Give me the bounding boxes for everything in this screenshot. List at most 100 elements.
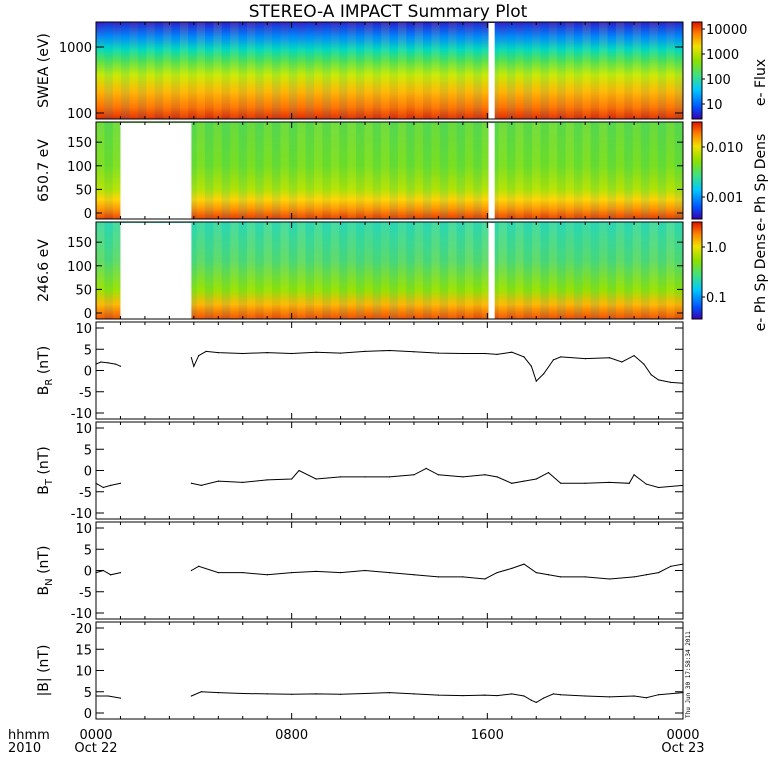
spectrogram-texture <box>649 22 658 119</box>
field-data-point <box>437 474 440 476</box>
line-ytick-label: 20 <box>75 622 92 637</box>
spectrogram-texture <box>657 122 667 219</box>
field-data-point <box>496 572 498 574</box>
spectrogram-texture <box>179 22 189 119</box>
field-data-point <box>198 355 200 357</box>
line-ytick-label: 0 <box>84 707 92 722</box>
spectrogram-texture <box>565 22 574 119</box>
spectrogram-texture <box>104 122 113 219</box>
data-gap <box>488 123 495 219</box>
spectrogram-texture <box>372 222 382 319</box>
field-data-point <box>682 382 684 384</box>
field-data-point <box>437 694 440 696</box>
spectrogram-texture <box>565 122 574 219</box>
field-data-point <box>621 361 623 363</box>
spectrogram-texture <box>506 22 516 119</box>
field-data-point <box>609 578 611 580</box>
x-tick-label: 0000 <box>79 728 112 743</box>
field-data-point <box>462 476 464 478</box>
spectrogram-texture <box>364 122 373 219</box>
spectrogram-texture <box>674 222 683 319</box>
spectrogram-texture <box>515 122 524 219</box>
field-data-point <box>102 486 104 489</box>
spectrogram-texture <box>381 222 390 319</box>
spectrogram-texture <box>599 122 608 219</box>
field-data-point <box>217 352 219 354</box>
spectrogram-ytick-label: 50 <box>75 283 92 298</box>
spectrogram-texture <box>96 222 105 319</box>
spectrogram-texture <box>263 122 273 219</box>
field-data-point <box>609 481 611 483</box>
line-ytick-label: 0 <box>84 565 92 580</box>
colorbar-tick-label: 0.010 <box>706 141 743 156</box>
spectrogram-texture <box>280 222 289 319</box>
spectrogram-texture <box>431 22 440 119</box>
field-data-point <box>584 695 586 697</box>
spectrogram-swea-ylabel: SWEA (eV) <box>36 33 52 108</box>
field-data-point <box>364 692 366 695</box>
spectrogram-texture <box>297 222 306 319</box>
ylabel-unit: (nT) <box>36 546 52 579</box>
field-data-point <box>511 482 513 484</box>
line-panel-2: 10 5 0 -5 -10 BN (nT) <box>36 521 684 622</box>
line-ytick-label: 10 <box>75 665 92 680</box>
spectrogram-texture <box>649 222 658 319</box>
field-data-point <box>547 574 550 576</box>
colorbar-tick-label: 0.001 <box>706 191 743 206</box>
spectrogram-texture <box>381 122 390 219</box>
field-data-point <box>413 474 415 476</box>
spectrogram-pad-650-ylabel: 650.7 eV <box>36 139 52 202</box>
spectrogram-texture <box>330 22 340 119</box>
field-data-point <box>388 572 391 574</box>
spectrogram-texture <box>607 122 616 219</box>
spectrogram-texture <box>196 222 206 319</box>
spectrogram-texture <box>213 222 222 319</box>
field-data-point <box>670 565 672 567</box>
spectrogram-texture <box>641 22 650 119</box>
x-tick-date-label: Oct 22 <box>74 741 117 756</box>
line-ytick-label: -5 <box>79 486 92 501</box>
spectrogram-texture <box>590 22 600 119</box>
spectrogram-texture <box>288 222 298 319</box>
field-data-point <box>425 467 427 469</box>
field-data-point <box>266 479 268 481</box>
spectrogram-texture <box>121 22 130 119</box>
spectrogram-ytick-label: 50 <box>75 183 92 198</box>
spectrogram-texture <box>498 122 507 219</box>
spectrogram-texture <box>557 122 566 219</box>
spectrogram-pad-246: 246.6 eV 0 50 100 150 1.0 0.1 e- Ph Sp Dens <box>36 221 769 331</box>
spectrogram-texture <box>246 22 256 119</box>
field-data-point <box>633 695 635 697</box>
line-ytick-label: 5 <box>84 686 92 701</box>
field-data-point <box>339 572 342 574</box>
field-data-point <box>496 476 498 478</box>
spectrogram-texture <box>347 222 356 319</box>
spectrogram-texture <box>607 22 616 119</box>
spectrogram-texture <box>96 22 105 119</box>
line-panel-3-ylabel: |B| (nT) <box>36 645 52 697</box>
field-data-point <box>242 352 244 355</box>
line-ytick-label: -5 <box>79 386 92 401</box>
spectrogram-texture <box>129 22 138 119</box>
field-data-point <box>560 576 562 578</box>
field-data-point <box>205 350 207 352</box>
spectrogram-texture <box>481 122 491 219</box>
spectrogram-ytick-label: 100 <box>67 160 92 175</box>
spectrogram-texture <box>288 22 298 119</box>
spectrogram-texture <box>666 222 675 319</box>
spectrogram-texture <box>397 122 407 219</box>
field-data-point <box>266 693 268 695</box>
spectrogram-texture <box>397 222 407 319</box>
field-line-segment <box>95 569 121 576</box>
field-data-point <box>339 352 342 354</box>
field-data-point <box>95 572 97 574</box>
spectrogram-texture <box>314 22 323 119</box>
spectrogram-texture <box>272 22 281 119</box>
spectrogram-texture <box>456 222 465 319</box>
spectrogram-texture <box>137 22 147 119</box>
spectrogram-texture <box>573 122 583 219</box>
spectrogram-texture <box>498 222 507 319</box>
spectrogram-texture <box>548 22 558 119</box>
